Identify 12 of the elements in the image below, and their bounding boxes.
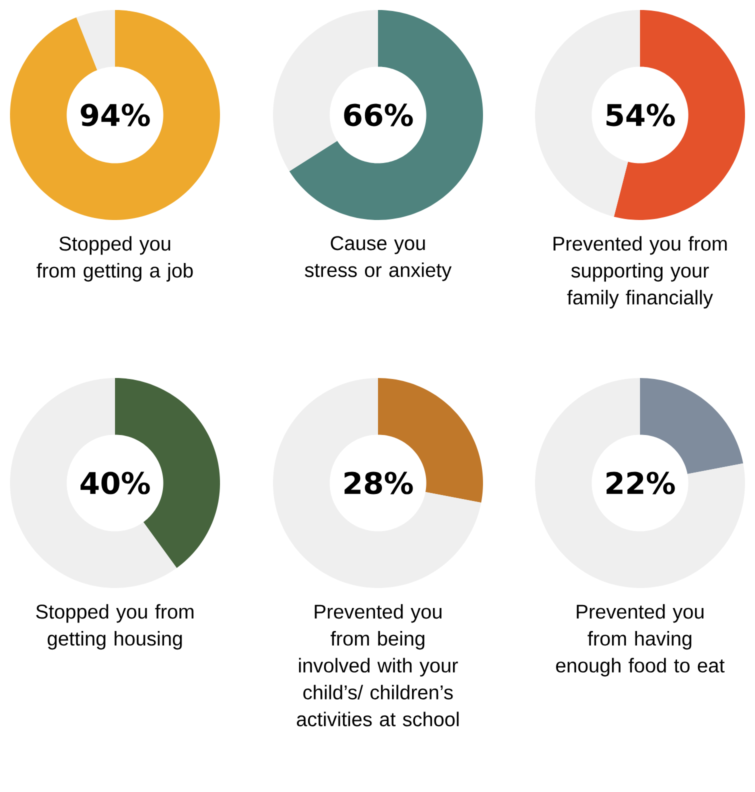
text: Stopped you from getting a job (36, 236, 193, 282)
data-label: 54% (606, 104, 675, 126)
data-label: 94% (80, 104, 150, 126)
text: Stopped you from getting housing (36, 604, 194, 650)
text: Prevented you from having enough food to eat (556, 604, 725, 676)
data-label: 28% (344, 472, 413, 494)
data-label: 40% (80, 472, 150, 494)
text: Prevented you from being involved with your child’s/ children’s activities at school (296, 604, 459, 726)
data-label: 66% (344, 104, 413, 126)
text: Prevented you from supporting your family financially (554, 236, 727, 308)
text: Cause you stress or anxiety (304, 236, 452, 282)
data-label: 22% (606, 472, 675, 494)
